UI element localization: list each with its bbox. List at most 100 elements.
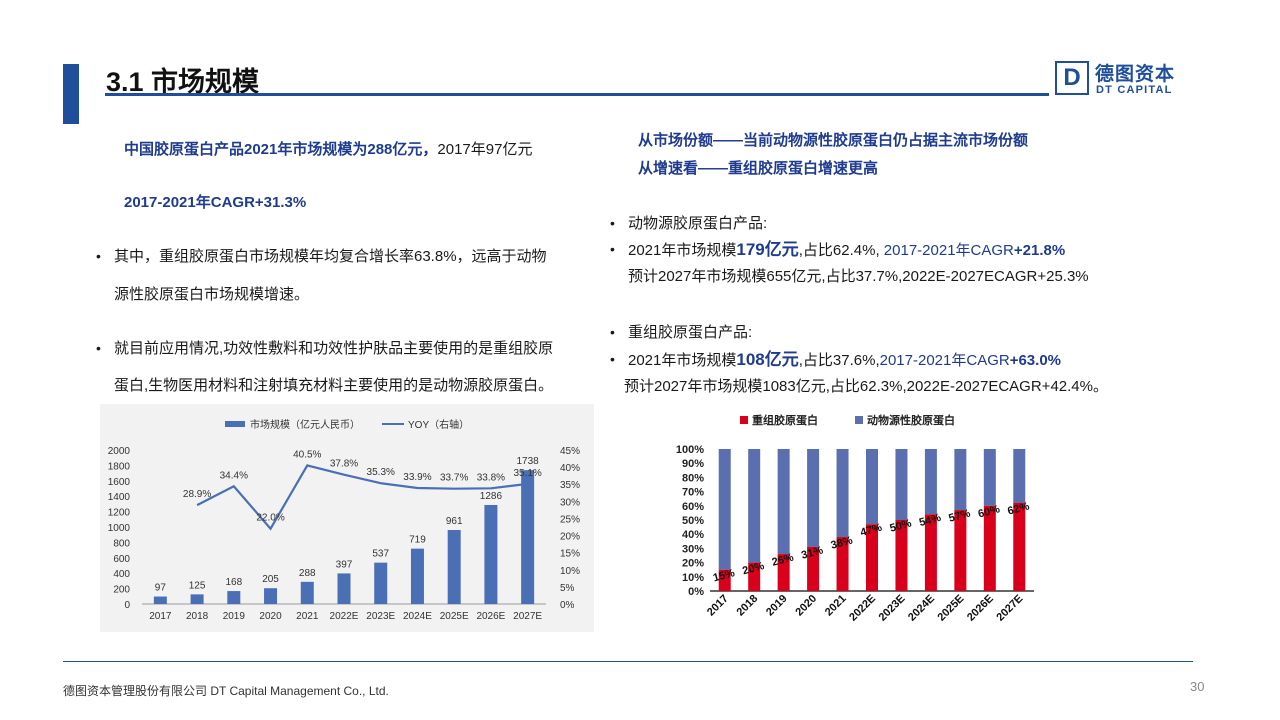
logo-english-name: DT CAPITAL	[1096, 84, 1173, 96]
bar-value-label: 97	[155, 583, 167, 594]
page-number: 30	[1190, 679, 1205, 694]
yoy-label: 37.8%	[330, 459, 358, 470]
bar	[447, 530, 461, 604]
x-tick-label: 2020	[259, 611, 282, 622]
title-accent-bar	[63, 64, 79, 124]
stack-bar-animal	[1013, 449, 1026, 503]
y2-tick-label: 15%	[560, 549, 580, 560]
y2-tick-label: 25%	[560, 514, 580, 525]
recomb-title: 重组胶原蛋白产品:	[628, 324, 753, 341]
stack-bar-animal	[866, 449, 878, 525]
y2-tick-label: 5%	[560, 583, 575, 594]
bullet1-line1: 其中，重组胶原蛋白市场规模年均复合增长率63.8%，远高于动物	[114, 248, 547, 265]
yoy-label: 33.8%	[477, 472, 505, 483]
bar	[410, 548, 424, 604]
animal-line2: 预计2027年市场规模655亿元,占比37.7%,2022E-2027ECAGR…	[628, 268, 1089, 285]
yoy-label: 35.3%	[367, 467, 395, 478]
stack-bar-animal	[924, 449, 937, 515]
bullet-dot: •	[610, 241, 615, 257]
x-tick-label: 2025E	[440, 611, 469, 622]
stack-bar-recombinant	[954, 510, 967, 591]
recomb-cagr-label: 2017-2021年CAGR	[879, 352, 1010, 369]
yoy-label: 22.0%	[256, 513, 284, 524]
animal-cagr-label: 2017-2021年CAGR	[883, 242, 1014, 259]
bar	[264, 588, 278, 604]
bar-value-label: 961	[446, 516, 463, 527]
bullet-dot: •	[610, 215, 615, 231]
legend-label: 市场规模（亿元人民币）	[250, 418, 360, 431]
bullet-dot: •	[96, 248, 101, 264]
stack-bar-recombinant	[866, 524, 878, 591]
bullet2-line1: 就目前应用情况,功效性敷料和功效性护肤品主要使用的是重组胶原	[114, 340, 554, 357]
bullet2-line2: 蛋白,生物医用材料和注射填充材料主要使用的是动物源胶原蛋白。	[114, 377, 554, 394]
share-label: 38%	[830, 534, 855, 551]
recomb-size-value: 108亿元	[736, 350, 799, 369]
y-tick-label: 100%	[676, 444, 704, 456]
y-tick-label: 90%	[682, 458, 704, 470]
logo-chinese-name: 德图资本	[1095, 64, 1176, 85]
y-tick-label: 70%	[682, 487, 704, 499]
bar-value-label: 205	[262, 574, 279, 585]
share-label: 57%	[947, 507, 972, 524]
x-tick-label: 2023E	[877, 593, 908, 624]
x-tick-label: 2017	[149, 611, 172, 622]
x-tick-label: 2026E	[476, 611, 505, 622]
stack-bar-recombinant	[807, 546, 820, 591]
page-title: 3.1 市场规模	[106, 67, 260, 97]
y-tick-label: 1600	[108, 477, 131, 488]
stack-bar-animal	[983, 449, 996, 506]
y-tick-label: 0%	[688, 586, 704, 598]
animal-share: ,占比62.4%,	[798, 242, 884, 259]
y-tick-label: 2000	[108, 446, 131, 457]
market-size-chart-svg: 市场规模（亿元人民币） YOY（右轴） 0 200 400 600 800 1000 1200 1…	[108, 418, 580, 622]
x-tick-label: 2027E	[994, 593, 1025, 624]
y-tick-label: 1800	[108, 461, 131, 472]
stack-bar-animal	[954, 449, 967, 511]
yoy-label: 40.5%	[293, 449, 321, 460]
y-tick-label: 10%	[682, 572, 704, 584]
right-heading2: 从增速看——重组胶原蛋白增速更高	[638, 160, 879, 177]
y-tick-label: 400	[113, 569, 130, 580]
bullet-dot: •	[96, 340, 101, 356]
legend-label: YOY（右轴）	[408, 418, 469, 431]
legend-label: 动物源性胶原蛋白	[867, 413, 955, 427]
stack-bar-recombinant	[777, 554, 790, 591]
bar	[300, 581, 314, 604]
x-tick-label: 2022E	[847, 593, 878, 624]
x-tick-label: 2024E	[403, 611, 432, 622]
bullet-dot: •	[610, 351, 615, 367]
company-logo: D 德图资本 DT CAPITAL	[1055, 61, 1177, 97]
headline-tail: 2017年97亿元	[437, 141, 533, 158]
bar-value-label: 1738	[517, 456, 540, 467]
animal-title: 动物源胶原蛋白产品:	[628, 215, 768, 232]
yoy-label: 35.1%	[513, 468, 541, 479]
y2-tick-label: 20%	[560, 532, 580, 543]
x-tick-label: 2019	[223, 611, 246, 622]
x-tick-label: 2019	[764, 593, 790, 619]
animal-size-label: 2021年市场规模	[628, 242, 737, 259]
share-label: 60%	[977, 503, 1002, 520]
bar	[227, 591, 241, 604]
y2-tick-label: 40%	[560, 463, 580, 474]
share-label: 26%	[771, 551, 796, 568]
animal-line1: 2021年市场规模179亿元,占比62.4%, 2017-2021年CAGR+2…	[628, 240, 1065, 261]
stack-bar-animal	[836, 449, 849, 538]
bar	[190, 594, 204, 604]
y-tick-label: 60%	[682, 501, 704, 513]
y-tick-label: 20%	[682, 558, 704, 570]
recomb-line2: 预计2027年市场规模1083亿元,占比62.3%,2022E-2027ECAG…	[624, 378, 1108, 395]
share-label: 47%	[859, 522, 884, 539]
market-size-chart: 市场规模（亿元人民币） YOY（右轴） 0 200 400 600 800 1000 1200 1…	[100, 404, 594, 632]
bar-value-label: 537	[372, 549, 389, 560]
headline-bold: 中国胶原蛋白产品2021年市场规模为288亿元，	[124, 141, 438, 158]
stack-bar-animal	[748, 449, 761, 563]
share-label: 15%	[712, 567, 737, 584]
share-label: 50%	[888, 517, 913, 534]
y2-tick-label: 0%	[560, 600, 575, 611]
logo-mark-icon: D	[1055, 61, 1089, 95]
share-label: 54%	[918, 512, 943, 529]
y-tick-label: 30%	[682, 543, 704, 555]
bar	[484, 504, 498, 604]
y2-tick-label: 10%	[560, 566, 580, 577]
stack-bar-recombinant	[748, 562, 761, 591]
